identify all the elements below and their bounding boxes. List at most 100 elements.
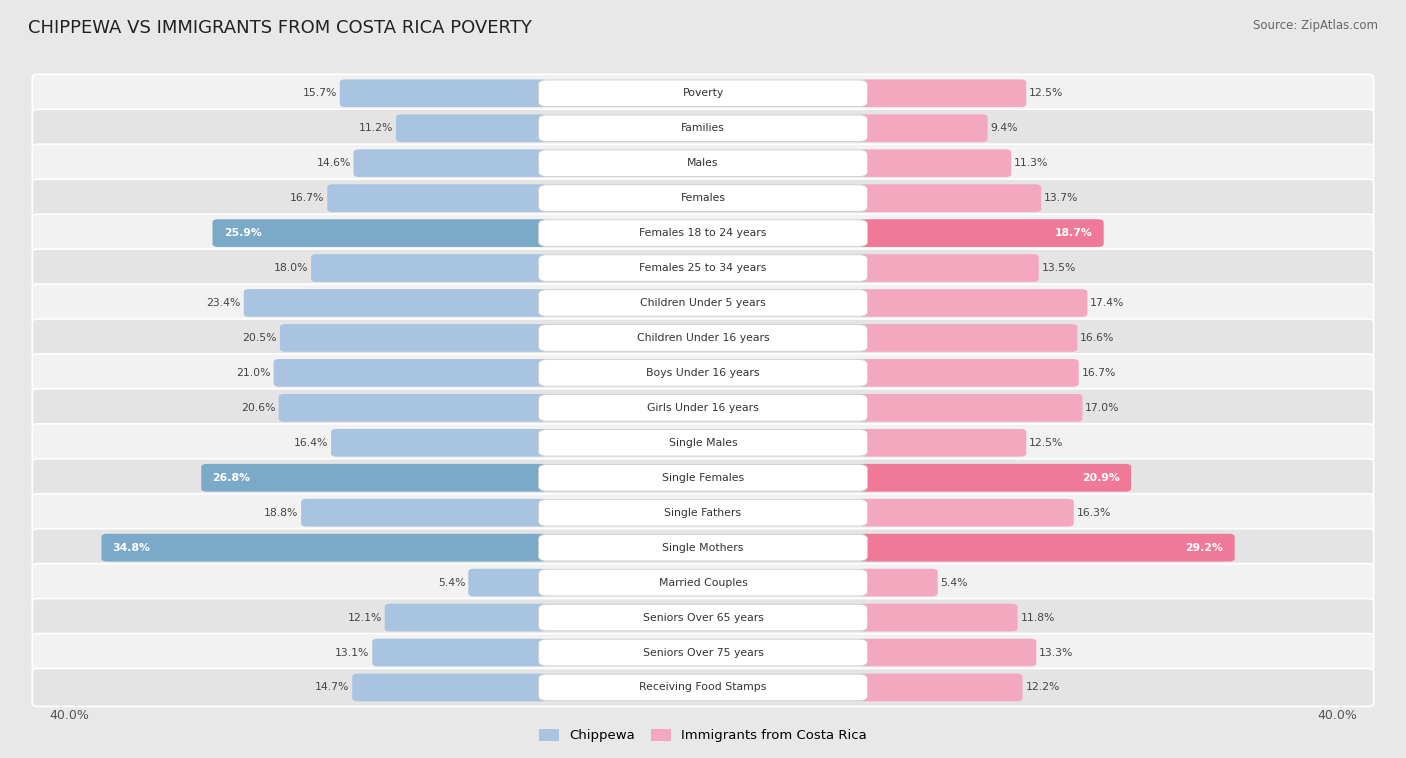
FancyBboxPatch shape (212, 219, 547, 247)
FancyBboxPatch shape (311, 254, 547, 282)
Text: Females: Females (681, 193, 725, 203)
FancyBboxPatch shape (538, 324, 868, 351)
FancyBboxPatch shape (32, 634, 1374, 672)
FancyBboxPatch shape (538, 465, 868, 491)
Text: Boys Under 16 years: Boys Under 16 years (647, 368, 759, 378)
FancyBboxPatch shape (859, 568, 938, 597)
FancyBboxPatch shape (859, 184, 1042, 212)
FancyBboxPatch shape (859, 429, 1026, 456)
Text: 13.5%: 13.5% (1042, 263, 1076, 273)
Text: 16.7%: 16.7% (290, 193, 325, 203)
FancyBboxPatch shape (468, 568, 547, 597)
FancyBboxPatch shape (101, 534, 547, 562)
Text: 18.7%: 18.7% (1054, 228, 1092, 238)
Text: Seniors Over 65 years: Seniors Over 65 years (643, 612, 763, 622)
Text: Females 18 to 24 years: Females 18 to 24 years (640, 228, 766, 238)
FancyBboxPatch shape (32, 214, 1374, 252)
Text: Single Mothers: Single Mothers (662, 543, 744, 553)
FancyBboxPatch shape (32, 249, 1374, 287)
Text: 12.5%: 12.5% (1029, 88, 1063, 99)
FancyBboxPatch shape (373, 639, 547, 666)
FancyBboxPatch shape (538, 430, 868, 456)
Text: Families: Families (681, 124, 725, 133)
FancyBboxPatch shape (201, 464, 547, 492)
FancyBboxPatch shape (859, 603, 1018, 631)
FancyBboxPatch shape (32, 389, 1374, 427)
FancyBboxPatch shape (538, 534, 868, 561)
Text: Children Under 5 years: Children Under 5 years (640, 298, 766, 308)
FancyBboxPatch shape (859, 324, 1077, 352)
FancyBboxPatch shape (32, 284, 1374, 322)
FancyBboxPatch shape (32, 669, 1374, 706)
FancyBboxPatch shape (538, 185, 868, 211)
FancyBboxPatch shape (859, 534, 1234, 562)
FancyBboxPatch shape (353, 674, 547, 701)
FancyBboxPatch shape (328, 184, 547, 212)
FancyBboxPatch shape (859, 149, 1011, 177)
Text: 34.8%: 34.8% (112, 543, 150, 553)
FancyBboxPatch shape (330, 429, 547, 456)
Text: 11.2%: 11.2% (359, 124, 394, 133)
Text: 13.3%: 13.3% (1039, 647, 1073, 657)
Text: 11.3%: 11.3% (1014, 158, 1049, 168)
FancyBboxPatch shape (859, 499, 1074, 527)
FancyBboxPatch shape (538, 500, 868, 526)
Text: 23.4%: 23.4% (207, 298, 240, 308)
FancyBboxPatch shape (538, 359, 868, 386)
FancyBboxPatch shape (538, 255, 868, 281)
Text: Married Couples: Married Couples (658, 578, 748, 587)
Text: 16.3%: 16.3% (1077, 508, 1111, 518)
Text: Single Females: Single Females (662, 473, 744, 483)
FancyBboxPatch shape (280, 324, 547, 352)
Text: 12.5%: 12.5% (1029, 438, 1063, 448)
Text: 14.7%: 14.7% (315, 682, 350, 693)
Text: Children Under 16 years: Children Under 16 years (637, 333, 769, 343)
FancyBboxPatch shape (353, 149, 547, 177)
Text: 40.0%: 40.0% (49, 709, 89, 722)
FancyBboxPatch shape (538, 674, 868, 700)
Text: 21.0%: 21.0% (236, 368, 271, 378)
Text: 13.7%: 13.7% (1045, 193, 1078, 203)
FancyBboxPatch shape (340, 80, 547, 107)
Text: 20.9%: 20.9% (1083, 473, 1119, 483)
Text: 25.9%: 25.9% (224, 228, 262, 238)
FancyBboxPatch shape (859, 80, 1026, 107)
Text: 40.0%: 40.0% (1317, 709, 1357, 722)
FancyBboxPatch shape (859, 114, 987, 142)
Text: 16.4%: 16.4% (294, 438, 328, 448)
FancyBboxPatch shape (859, 394, 1083, 421)
Text: 13.1%: 13.1% (335, 647, 370, 657)
FancyBboxPatch shape (859, 219, 1104, 247)
FancyBboxPatch shape (32, 109, 1374, 147)
Text: Girls Under 16 years: Girls Under 16 years (647, 402, 759, 413)
FancyBboxPatch shape (538, 604, 868, 631)
FancyBboxPatch shape (32, 354, 1374, 392)
FancyBboxPatch shape (538, 115, 868, 142)
Legend: Chippewa, Immigrants from Costa Rica: Chippewa, Immigrants from Costa Rica (534, 724, 872, 747)
Text: 16.7%: 16.7% (1081, 368, 1116, 378)
Text: Males: Males (688, 158, 718, 168)
Text: Poverty: Poverty (682, 88, 724, 99)
Text: 12.2%: 12.2% (1025, 682, 1060, 693)
FancyBboxPatch shape (32, 599, 1374, 637)
FancyBboxPatch shape (32, 459, 1374, 496)
FancyBboxPatch shape (301, 499, 547, 527)
Text: 17.0%: 17.0% (1085, 402, 1119, 413)
FancyBboxPatch shape (859, 254, 1039, 282)
Text: 26.8%: 26.8% (212, 473, 250, 483)
Text: 16.6%: 16.6% (1080, 333, 1115, 343)
Text: 18.0%: 18.0% (274, 263, 308, 273)
FancyBboxPatch shape (538, 80, 868, 107)
FancyBboxPatch shape (538, 639, 868, 666)
FancyBboxPatch shape (243, 289, 547, 317)
Text: 5.4%: 5.4% (941, 578, 967, 587)
Text: 15.7%: 15.7% (302, 88, 337, 99)
Text: 20.6%: 20.6% (242, 402, 276, 413)
FancyBboxPatch shape (32, 179, 1374, 217)
Text: Single Fathers: Single Fathers (665, 508, 741, 518)
Text: 29.2%: 29.2% (1185, 543, 1223, 553)
Text: Source: ZipAtlas.com: Source: ZipAtlas.com (1253, 19, 1378, 32)
FancyBboxPatch shape (859, 464, 1130, 492)
FancyBboxPatch shape (385, 603, 547, 631)
FancyBboxPatch shape (32, 528, 1374, 567)
